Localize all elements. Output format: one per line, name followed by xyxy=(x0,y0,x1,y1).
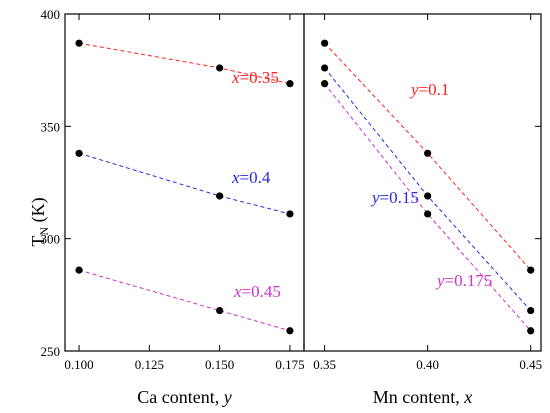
series-label-left-0: x=0.35 xyxy=(231,68,279,87)
data-point-right-1-1 xyxy=(424,192,432,200)
data-point-right-0-1 xyxy=(424,149,432,157)
data-point-right-2-2 xyxy=(527,327,535,335)
data-point-left-0-0 xyxy=(75,39,83,47)
data-point-right-2-1 xyxy=(424,210,432,218)
y-axis-title: TN (K) xyxy=(28,197,51,246)
series-label-left-2: x=0.45 xyxy=(233,282,281,301)
data-point-right-0-2 xyxy=(527,266,535,274)
x-tick-label-right-1: 0.40 xyxy=(416,357,439,372)
x-tick-label-right-2: 0.45 xyxy=(519,357,542,372)
data-point-right-2-0 xyxy=(321,80,329,88)
series-label-right-0: y=0.1 xyxy=(409,80,449,99)
series-label-right-2: y=0.175 xyxy=(435,271,492,290)
data-point-left-2-2 xyxy=(286,327,294,335)
y-tick-label-3: 400 xyxy=(41,7,61,22)
data-point-right-1-0 xyxy=(321,64,329,72)
series-line-right-2 xyxy=(324,83,532,332)
x-tick-label-left-3: 0.175 xyxy=(275,357,304,372)
y-tick-label-2: 350 xyxy=(41,119,61,134)
x-tick-label-left-1: 0.125 xyxy=(135,357,164,372)
data-point-left-2-1 xyxy=(216,306,224,315)
data-point-left-1-1 xyxy=(216,192,224,200)
x-axis-title-right: Mn content, x xyxy=(373,387,473,407)
series-label-left-1: x=0.4 xyxy=(231,168,271,187)
series-label-right-1: y=0.15 xyxy=(370,188,419,207)
y-tick-label-1: 300 xyxy=(41,232,61,247)
x-tick-label-left-0: 0.100 xyxy=(64,357,93,372)
data-point-left-0-1 xyxy=(216,64,224,72)
data-point-right-0-0 xyxy=(321,39,329,47)
panel-ca-content: 0.100 0.125 0.150 0.175 250 300 350 400 Ca conte… xyxy=(41,7,305,407)
data-point-left-1-0 xyxy=(75,149,83,157)
plot-frame-right xyxy=(303,13,542,352)
data-point-left-1-2 xyxy=(286,210,294,218)
data-point-left-2-0 xyxy=(75,266,83,274)
panel-mn-content: 0.35 0.40 0.45 Mn content, x y=0.1 y=0.15 y=0.… xyxy=(303,13,542,407)
data-point-left-0-2 xyxy=(286,80,294,88)
x-axis-title-left: Ca content, y xyxy=(137,387,231,407)
series-line-right-1 xyxy=(324,67,532,311)
y-axis-title-subscript: N xyxy=(37,227,51,236)
x-tick-label-right-0: 0.35 xyxy=(313,357,336,372)
x-tick-label-left-2: 0.150 xyxy=(205,357,234,372)
data-point-right-1-2 xyxy=(527,306,535,315)
y-tick-label-0: 250 xyxy=(41,344,61,359)
